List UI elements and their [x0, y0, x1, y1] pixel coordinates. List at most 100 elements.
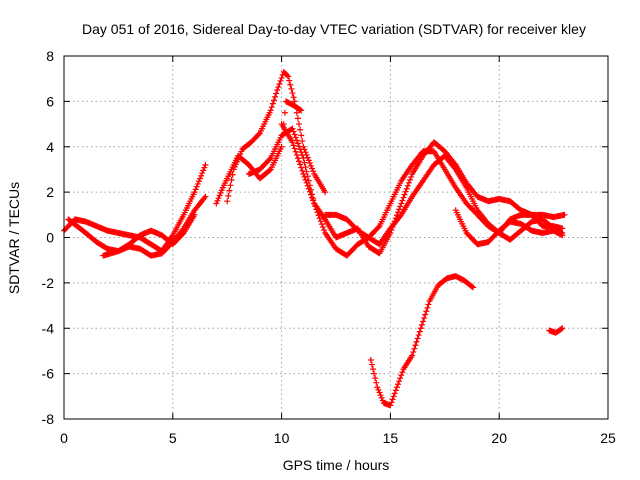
- data-point: [392, 387, 399, 394]
- data-point: [396, 206, 403, 213]
- data-point: [292, 148, 299, 155]
- data-point: [375, 224, 382, 231]
- x-tick-label: 20: [491, 430, 507, 446]
- data-point: [390, 393, 397, 400]
- series-track-c: [100, 211, 198, 259]
- data-point: [415, 332, 422, 339]
- series-track-j: [367, 273, 477, 409]
- data-point: [376, 389, 383, 396]
- data-point: [305, 157, 312, 164]
- data-point: [301, 159, 308, 166]
- data-point: [421, 315, 428, 322]
- data-point: [197, 175, 203, 182]
- y-tick-label: 2: [46, 184, 54, 200]
- data-point: [289, 139, 296, 146]
- data-point: [296, 121, 303, 128]
- data-point: [198, 172, 205, 179]
- data-point: [298, 149, 305, 156]
- data-point: [293, 109, 300, 116]
- data-point: [290, 94, 297, 101]
- data-point: [306, 160, 313, 167]
- data-point: [307, 191, 314, 198]
- data-point: [398, 372, 405, 379]
- data-point: [410, 349, 417, 356]
- data-point: [371, 370, 378, 377]
- data-point: [369, 366, 376, 373]
- x-axis-label: GPS time / hours: [283, 457, 390, 473]
- data-point: [299, 138, 306, 145]
- data-point: [291, 145, 298, 152]
- data-point: [391, 390, 398, 397]
- data-point: [297, 161, 304, 168]
- data-point: [217, 189, 224, 196]
- data-point: [389, 396, 396, 403]
- data-point: [291, 131, 298, 138]
- data-point: [377, 392, 384, 399]
- data-point: [300, 170, 307, 177]
- data-point: [193, 183, 200, 190]
- data-point: [318, 221, 325, 228]
- data-point: [276, 80, 283, 87]
- data-point: [267, 107, 274, 114]
- data-point: [273, 90, 280, 97]
- data-point: [278, 143, 285, 150]
- data-point: [418, 321, 425, 328]
- x-tick-label: 0: [60, 430, 68, 446]
- data-point: [405, 179, 412, 186]
- data-point: [396, 378, 403, 385]
- data-point: [216, 192, 223, 199]
- data-point: [423, 308, 430, 315]
- data-point: [199, 170, 206, 177]
- x-tick-label: 5: [169, 430, 177, 446]
- data-point: [285, 73, 292, 80]
- data-point: [375, 386, 382, 393]
- data-point: [292, 134, 299, 141]
- data-point: [297, 126, 304, 133]
- data-point: [416, 328, 423, 335]
- data-point: [191, 189, 198, 196]
- data-point: [373, 379, 380, 386]
- data-point: [425, 301, 432, 308]
- data-point: [289, 90, 296, 97]
- data-point: [368, 361, 375, 368]
- data-point: [470, 284, 477, 291]
- data-point: [213, 200, 220, 207]
- x-tick-label: 25: [600, 430, 616, 446]
- data-point: [278, 74, 285, 81]
- data-point: [406, 176, 413, 183]
- data-point: [399, 369, 406, 376]
- data-points: [61, 68, 568, 409]
- data-point: [299, 152, 306, 159]
- data-point: [266, 167, 273, 174]
- data-point: [287, 81, 294, 88]
- data-point: [388, 399, 395, 406]
- data-point: [304, 182, 311, 189]
- series-track-i: [452, 207, 566, 248]
- data-point: [226, 187, 233, 194]
- data-point: [194, 180, 201, 187]
- data-point: [379, 397, 386, 404]
- data-point: [296, 158, 303, 165]
- data-point: [296, 143, 303, 150]
- data-point: [269, 100, 276, 107]
- data-point: [403, 185, 410, 192]
- y-tick-label: 6: [46, 93, 54, 109]
- data-point: [322, 189, 329, 196]
- data-point: [422, 311, 429, 318]
- y-tick-label: -6: [42, 366, 55, 382]
- data-point: [398, 200, 405, 207]
- data-point: [367, 357, 374, 364]
- data-point: [284, 72, 291, 79]
- y-axis-ticks: -8 -6 -4 -2 0 2 4 6 8: [42, 48, 608, 427]
- y-axis-label: SDTVAR / TECUs: [6, 182, 22, 294]
- data-point: [559, 325, 566, 332]
- data-point: [409, 352, 416, 359]
- data-point: [306, 188, 313, 195]
- data-point: [310, 197, 317, 204]
- data-point: [374, 384, 381, 391]
- data-point: [420, 318, 427, 325]
- data-point: [321, 227, 328, 234]
- data-point: [395, 209, 402, 216]
- chart-title: Day 051 of 2016, Sidereal Day-to-day VTE…: [82, 21, 586, 37]
